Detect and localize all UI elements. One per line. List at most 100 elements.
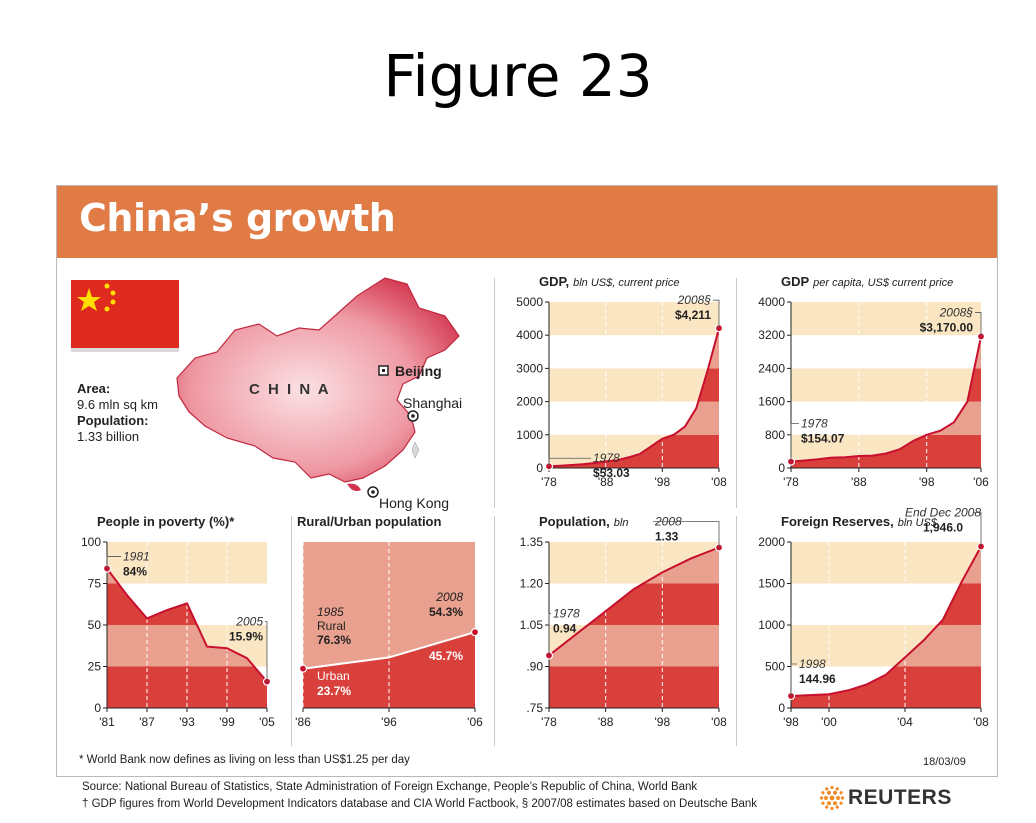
y-tick-label: 0 [778, 461, 785, 475]
divider-vertical-2 [736, 278, 737, 508]
divider-vertical-3 [291, 516, 292, 746]
y-tick-label: 500 [765, 660, 785, 674]
share-line [302, 631, 476, 670]
logo-dot [835, 787, 839, 791]
infographic-title: China’s growth [79, 196, 396, 240]
data-point [470, 628, 480, 637]
annotation-year: 1998 [799, 657, 826, 671]
annotation-leader [106, 556, 121, 569]
annotation-leader [265, 621, 268, 682]
x-tick-label: '88 [598, 715, 614, 729]
y-tick-label: 2400 [758, 361, 785, 375]
chart-title: GDP, bln US$, current price [539, 274, 680, 289]
data-point [298, 664, 308, 673]
x-tick-label: '88 [851, 475, 867, 489]
y-tick-label: 2000 [516, 395, 543, 409]
y-tick-label: 0 [536, 461, 543, 475]
population-chart: Population, bln .75 .90 1.05 1.20 1.35 '78 '88 '9… [520, 514, 728, 729]
country-label: C H I N A [249, 381, 331, 398]
y-tick-label: 1500 [758, 577, 785, 591]
annotation-year: 1978 [553, 606, 580, 620]
annotation-urban-value: 45.7% [429, 649, 463, 663]
annotation-value: $4,211 [675, 308, 711, 322]
population-value: 1.33 billion [77, 429, 140, 444]
x-tick-label: '88 [598, 475, 614, 489]
reserves-chart: Foreign Reserves, bln US$ 0 500 1000 1500 2000… [758, 505, 989, 729]
divider-vertical-1 [494, 278, 495, 508]
x-tick-label: '00 [821, 715, 837, 729]
y-tick-label: 3200 [758, 328, 785, 342]
y-tick-label: 1000 [516, 428, 543, 442]
annotation-leader [713, 299, 720, 329]
chart-subtitle: bln US$, current price [573, 277, 679, 289]
chart-title: Foreign Reserves, bln US$ [781, 514, 938, 529]
area-band [107, 666, 267, 708]
logo-dot [824, 796, 828, 800]
y-tick-label: 1600 [758, 395, 785, 409]
logo-dot [839, 801, 843, 805]
area-band [549, 401, 719, 435]
series-line [548, 327, 720, 468]
x-tick-label: '98 [919, 475, 935, 489]
chart-title: Rural/Urban population [297, 514, 442, 529]
annotation-value: 0.94 [553, 621, 577, 635]
x-tick-label: '86 [295, 715, 311, 729]
y-tick-label: 1.05 [520, 618, 544, 632]
logo-dot [840, 796, 845, 800]
x-tick-label: '04 [897, 715, 913, 729]
chart-subtitle: per capita, US$ current price [812, 277, 953, 289]
poverty-chart: People in poverty (%)* 0 25 50 75 100 '81 '87 '9… [81, 514, 275, 729]
logo-dot [833, 801, 837, 806]
gdp-chart: GDP, bln US$, current price 0 1000 2000 3000 4… [516, 274, 727, 489]
logo-dot [835, 805, 839, 809]
annotation-value: $3,170.00 [920, 320, 974, 334]
logo-dot [830, 806, 834, 811]
x-tick-label: '05 [259, 715, 275, 729]
population-label: Population: [77, 413, 149, 428]
chart-subtitle: bln [614, 517, 629, 529]
annotation-value: $154.07 [801, 432, 845, 446]
infographic: China’s growth C H I N A [56, 185, 998, 777]
x-tick-label: '08 [973, 715, 989, 729]
logo-dot [833, 790, 837, 795]
annotation-year: 1978 [593, 451, 620, 465]
annotation-year: 2008 [435, 590, 463, 604]
annotation-year: 2008§ [677, 293, 712, 307]
y-tick-label: .75 [526, 701, 543, 715]
rural-urban-chart: Rural/Urban population '86 '96 '06 1985Rural… [295, 514, 483, 729]
annotation-leader [975, 312, 982, 337]
x-tick-label: '06 [973, 475, 989, 489]
annotation-rural-value: 54.3% [429, 605, 463, 619]
x-tick-label: '08 [711, 715, 727, 729]
annotation-rural-value: 76.3% [317, 633, 351, 647]
title-banner: China’s growth [57, 186, 997, 258]
x-tick-label: '87 [139, 715, 155, 729]
y-tick-label: 0 [94, 701, 101, 715]
divider-vertical-4 [494, 516, 495, 746]
y-tick-label: 800 [765, 428, 785, 442]
graphic-date: 18/03/09 [923, 756, 966, 768]
grid-band [791, 542, 981, 584]
grid-band [791, 302, 981, 336]
china-flag-icon [71, 280, 179, 352]
annotation-leader [548, 613, 551, 656]
slide-title: Figure 23 [383, 42, 653, 110]
logo-dot [819, 796, 824, 800]
footnote: * World Bank now defines as living on le… [79, 754, 410, 766]
annotation-year: 2008§ [939, 305, 974, 319]
area-band [791, 583, 981, 625]
annotation-year: 1981 [123, 550, 150, 564]
annotation-urban-label: Urban [317, 669, 350, 683]
x-tick-label: '06 [467, 715, 483, 729]
annotation-year: 1978 [801, 417, 828, 431]
logo-dot [829, 795, 835, 801]
logo-dot [836, 796, 840, 800]
annotation-leader [548, 457, 591, 467]
y-tick-label: 4000 [516, 328, 543, 342]
reuters-logo-icon [819, 785, 845, 811]
y-tick-label: 0 [778, 701, 785, 715]
grid-band [107, 542, 267, 584]
series-line [106, 567, 268, 683]
y-tick-label: 75 [88, 577, 102, 591]
x-tick-label: '08 [711, 475, 727, 489]
